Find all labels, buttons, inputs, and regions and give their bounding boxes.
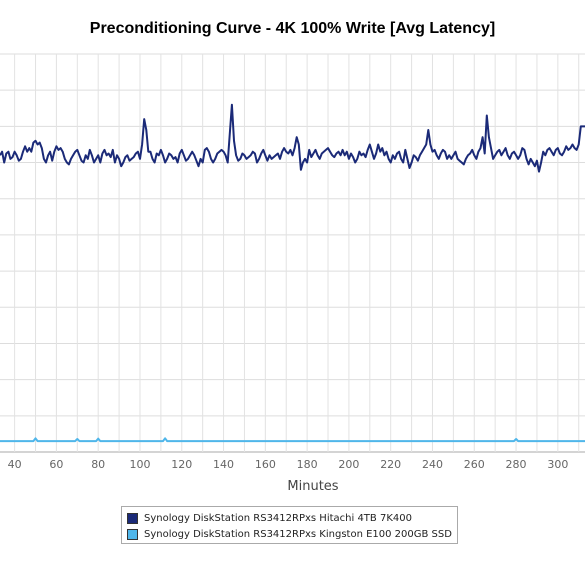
x-tick-label: 60 [49, 458, 63, 471]
x-tick-label: 260 [464, 458, 485, 471]
legend-swatch-hitachi [127, 512, 138, 524]
legend-swatch-kingston [127, 528, 138, 540]
x-tick-label: 160 [255, 458, 276, 471]
x-tick-label: 40 [8, 458, 22, 471]
x-tick-label: 80 [91, 458, 105, 471]
x-tick-labels: 40 60 80 100 120 140 160 180 200 220 240 260 280 300 [8, 458, 569, 471]
x-tick-label: 140 [213, 458, 234, 471]
x-tick-label: 120 [171, 458, 192, 471]
chart-grid [0, 53, 585, 453]
legend-item-hitachi: Synology DiskStation RS3412RPxs Hitachi … [127, 510, 452, 526]
x-tick-label: 280 [506, 458, 527, 471]
legend: Synology DiskStation RS3412RPxs Hitachi … [121, 506, 458, 544]
x-axis-title: Minutes [287, 479, 338, 494]
series-line-0 [0, 103, 585, 173]
legend-label-hitachi: Synology DiskStation RS3412RPxs Hitachi … [144, 512, 412, 524]
x-tick-label: 240 [422, 458, 443, 471]
series-line-1 [0, 437, 585, 443]
x-tick-label: 220 [380, 458, 401, 471]
x-tick-label: 200 [338, 458, 359, 471]
x-tick-label: 180 [297, 458, 318, 471]
x-tick-label: 300 [547, 458, 568, 471]
chart-title: Preconditioning Curve - 4K 100% Write [A… [89, 20, 496, 37]
chart-series [0, 103, 585, 443]
x-tick-label: 100 [129, 458, 150, 471]
legend-item-kingston: Synology DiskStation RS3412RPxs Kingston… [127, 526, 452, 542]
legend-label-kingston: Synology DiskStation RS3412RPxs Kingston… [144, 528, 452, 540]
